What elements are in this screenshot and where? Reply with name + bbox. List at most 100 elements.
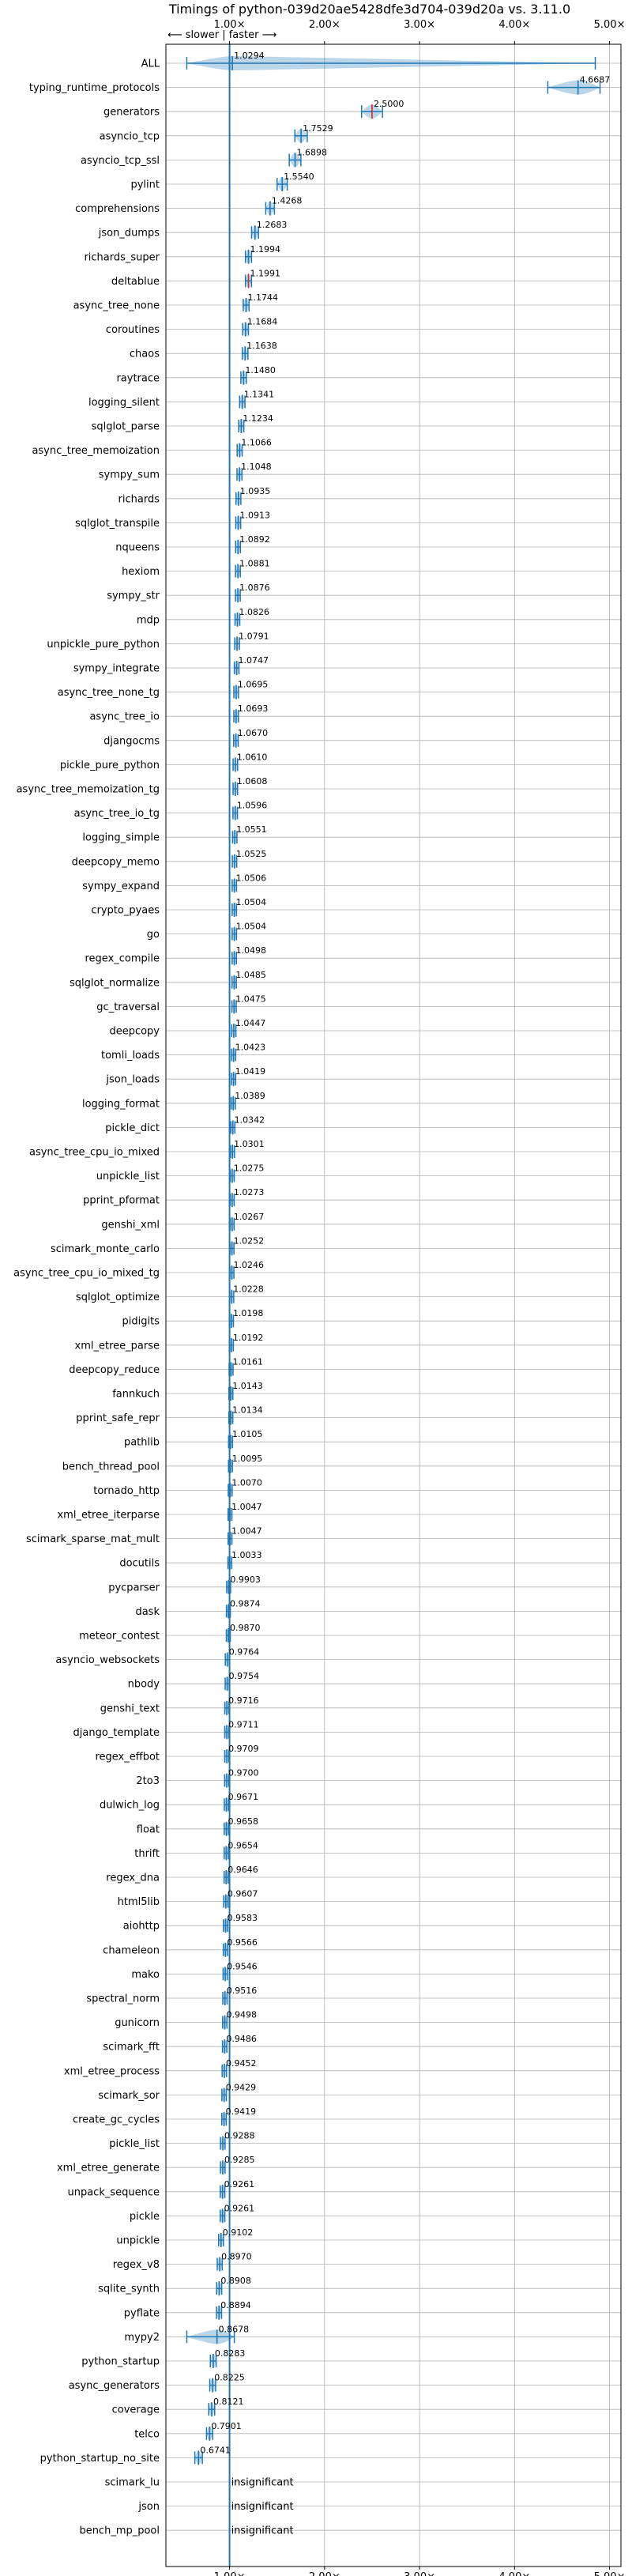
value-label: 1.0161 bbox=[233, 1356, 264, 1367]
row-logging_simple: logging_simple 1.0551 bbox=[82, 824, 267, 845]
category-label: mypy2 bbox=[124, 2332, 160, 2344]
value-label: 1.0033 bbox=[231, 1550, 262, 1560]
value-label: 1.0047 bbox=[231, 1502, 262, 1512]
category-label: thrift bbox=[134, 1848, 160, 1860]
row-python_startup: python_startup 0.8283 bbox=[81, 2348, 245, 2368]
category-label: unpack_sequence bbox=[67, 2186, 160, 2198]
value-label: 1.0693 bbox=[238, 703, 269, 714]
category-label: gunicorn bbox=[115, 2017, 160, 2029]
row-sympy_integrate: sympy_integrate 1.0747 bbox=[73, 655, 269, 675]
row-sympy_expand: sympy_expand 1.0506 bbox=[82, 873, 266, 893]
row-pickle_pure_python: pickle_pure_python 1.0610 bbox=[60, 752, 267, 772]
row-xml_etree_process: xml_etree_process 0.9452 bbox=[64, 2058, 256, 2078]
row-regex_v8: regex_v8 0.8970 bbox=[113, 2252, 252, 2272]
value-label: 1.2683 bbox=[257, 220, 288, 230]
row-thrift: thrift 0.9654 bbox=[134, 1840, 258, 1861]
category-label: deepcopy bbox=[109, 1026, 160, 1038]
category-label: xml_etree_process bbox=[64, 2065, 160, 2077]
value-label: 1.0294 bbox=[234, 51, 265, 61]
category-label: async_tree_cpu_io_mixed bbox=[29, 1147, 160, 1159]
row-json: json insignificant bbox=[137, 2501, 293, 2513]
category-label: aiohttp bbox=[123, 1921, 160, 1933]
category-label: create_gc_cycles bbox=[73, 2114, 160, 2126]
value-label: 1.0423 bbox=[235, 1043, 266, 1053]
category-label: pprint_safe_repr bbox=[76, 1412, 160, 1424]
row-sympy_str: sympy_str 1.0876 bbox=[107, 583, 270, 603]
value-label: 1.0935 bbox=[240, 486, 271, 496]
value-label: 1.1480 bbox=[245, 365, 276, 375]
value-label: 1.0504 bbox=[236, 922, 267, 932]
category-label: asyncio_tcp bbox=[100, 130, 160, 142]
row-logging_format: logging_format 1.0389 bbox=[82, 1091, 265, 1111]
value-label: 0.9516 bbox=[227, 1986, 258, 1996]
row-telco: telco 0.7901 bbox=[134, 2421, 242, 2441]
category-label: async_tree_none bbox=[73, 300, 160, 312]
row-sqlglot_transpile: sqlglot_transpile 1.0913 bbox=[75, 510, 270, 530]
category-label: async_tree_none_tg bbox=[58, 687, 160, 699]
value-label: 0.9903 bbox=[230, 1575, 261, 1585]
row-django_template: django_template 0.9711 bbox=[73, 1719, 259, 1740]
category-label: spectral_norm bbox=[86, 1993, 160, 2005]
row-unpickle: unpickle 0.9102 bbox=[116, 2227, 253, 2247]
value-label: 0.9874 bbox=[230, 1598, 261, 1609]
value-label: 0.9419 bbox=[226, 2106, 257, 2117]
row-coverage: coverage 0.8121 bbox=[112, 2397, 243, 2417]
value-label: 1.0913 bbox=[240, 510, 271, 520]
category-label: regex_v8 bbox=[113, 2259, 160, 2271]
row-async_tree_none_tg: async_tree_none_tg 1.0695 bbox=[58, 680, 268, 700]
category-label: html5lib bbox=[118, 1896, 160, 1908]
category-label: deepcopy_reduce bbox=[69, 1364, 160, 1376]
value-label: 0.9716 bbox=[228, 1695, 259, 1706]
value-label: 0.9764 bbox=[229, 1647, 260, 1658]
category-label: genshi_text bbox=[100, 1703, 160, 1714]
value-label: 1.4268 bbox=[272, 196, 303, 206]
row-pickle_dict: pickle_dict 1.0342 bbox=[105, 1115, 265, 1135]
x-ticks: 1.00× 1.00× 2.00× 2.00× 3.00× 3.00× 4.00× 4.00×… bbox=[214, 19, 626, 2576]
row-async_tree_memoization_tg: async_tree_memoization_tg 1.0608 bbox=[17, 776, 267, 796]
category-label: genshi_xml bbox=[101, 1219, 160, 1231]
category-label: sqlglot_optimize bbox=[76, 1292, 160, 1303]
value-label: 1.1066 bbox=[241, 438, 272, 448]
category-label: pyflate bbox=[124, 2307, 160, 2319]
category-label: telco bbox=[134, 2428, 160, 2440]
row-async_tree_io_tg: async_tree_io_tg 1.0596 bbox=[74, 801, 267, 820]
row-mypy2: mypy2 0.8678 bbox=[124, 2324, 249, 2344]
category-label: chaos bbox=[130, 349, 160, 360]
category-label: sqlite_synth bbox=[98, 2284, 160, 2295]
row-chaos: chaos 1.1638 bbox=[130, 341, 277, 361]
row-raytrace: raytrace 1.1480 bbox=[116, 365, 276, 385]
row-xml_etree_iterparse: xml_etree_iterparse 1.0047 bbox=[57, 1502, 262, 1522]
value-label: 0.9754 bbox=[229, 1671, 260, 1681]
category-label: logging_simple bbox=[82, 832, 160, 844]
category-label: nqueens bbox=[115, 542, 160, 554]
category-label: djangocms bbox=[103, 735, 160, 747]
value-label: 0.9709 bbox=[228, 1744, 259, 1754]
category-label: scimark_fft bbox=[103, 2042, 160, 2054]
value-label: 0.9261 bbox=[224, 2203, 255, 2213]
category-label: scimark_sparse_mat_mult bbox=[26, 1533, 160, 1545]
value-label: 1.6898 bbox=[297, 147, 328, 157]
category-label: pprint_pformat bbox=[83, 1195, 160, 1207]
value-label: 1.0070 bbox=[231, 1477, 262, 1488]
category-label: typing_runtime_protocols bbox=[29, 82, 160, 94]
row-python_startup_no_site: python_startup_no_site 0.6741 bbox=[40, 2445, 231, 2465]
value-label: 1.0475 bbox=[235, 994, 266, 1004]
category-label: async_tree_io_tg bbox=[74, 808, 160, 820]
value-label: 0.9285 bbox=[224, 2155, 255, 2165]
category-label: raytrace bbox=[116, 372, 160, 384]
category-label: comprehensions bbox=[75, 203, 160, 215]
value-label: 2.5000 bbox=[374, 99, 404, 109]
category-label: python_startup bbox=[81, 2356, 160, 2368]
category-label: logging_format bbox=[82, 1098, 160, 1110]
row-djangocms: djangocms 1.0670 bbox=[103, 728, 268, 748]
value-label: 0.9607 bbox=[228, 1889, 258, 1899]
value-label: 0.9102 bbox=[223, 2227, 254, 2238]
row-nbody: nbody 0.9754 bbox=[128, 1671, 260, 1692]
value-label: 1.0246 bbox=[234, 1260, 265, 1270]
chart-title: Timings of python-039d20ae5428dfe3d704-0… bbox=[168, 2, 570, 17]
row-mako: mako 0.9546 bbox=[131, 1961, 258, 1982]
row-pickle: pickle 0.9261 bbox=[130, 2203, 254, 2223]
category-label: scimark_lu bbox=[105, 2477, 160, 2489]
category-label: async_generators bbox=[69, 2380, 160, 2392]
